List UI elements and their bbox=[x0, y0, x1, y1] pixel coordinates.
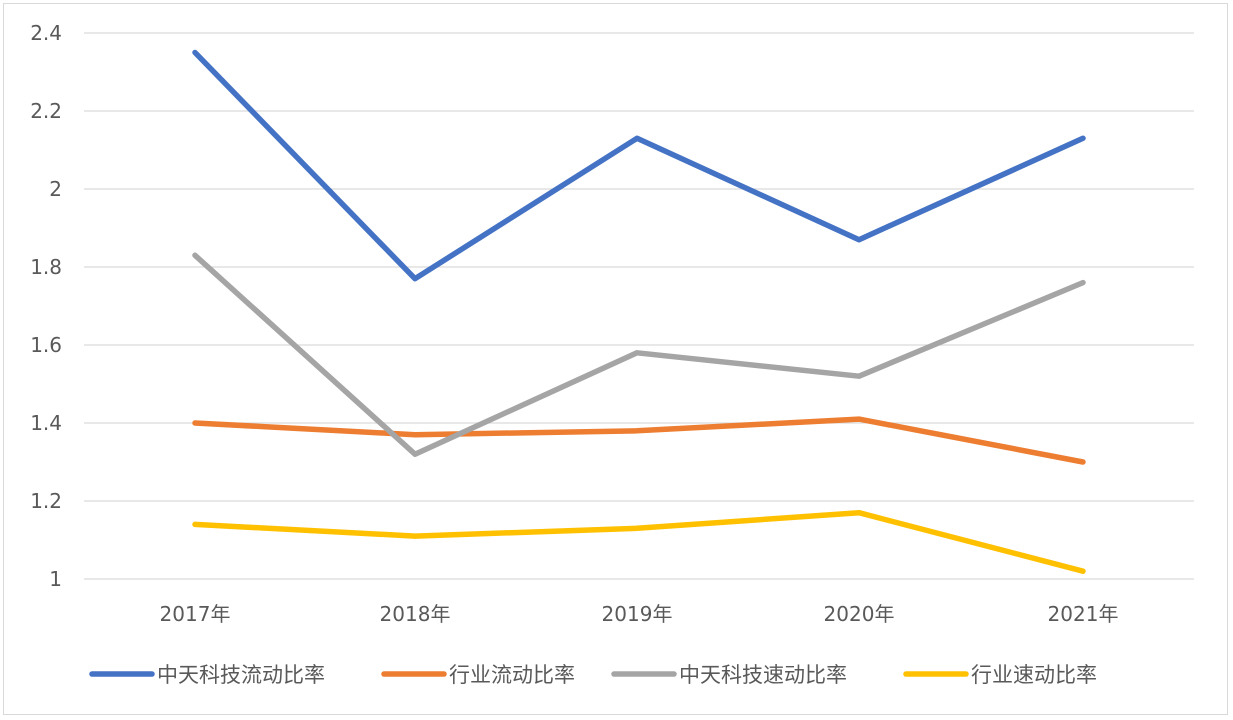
legend-label: 中天科技流动比率 bbox=[157, 663, 325, 687]
y-tick-label: 1.6 bbox=[30, 333, 62, 357]
y-tick-label: 2.2 bbox=[30, 99, 62, 123]
legend: 中天科技流动比率 行业流动比率 中天科技速动比率 行业速动比率 bbox=[89, 663, 1097, 687]
y-tick-label: 1.8 bbox=[30, 255, 62, 279]
x-axis-tick-labels: 2017年 2018年 2019年 2020年 2021年 bbox=[160, 602, 1119, 626]
legend-label: 中天科技速动比率 bbox=[679, 663, 847, 687]
y-tick-label: 2.4 bbox=[30, 21, 62, 45]
y-tick-label: 2 bbox=[49, 177, 62, 201]
chart-frame bbox=[3, 3, 1228, 715]
legend-item: 行业速动比率 bbox=[903, 663, 1097, 687]
series-line-1 bbox=[192, 416, 1086, 465]
legend-label: 行业速动比率 bbox=[971, 663, 1097, 687]
legend-item: 中天科技速动比率 bbox=[611, 663, 847, 687]
x-tick-label: 2017年 bbox=[160, 602, 231, 626]
x-tick-label: 2019年 bbox=[602, 602, 673, 626]
y-tick-label: 1 bbox=[49, 567, 62, 591]
series-line-0 bbox=[192, 49, 1086, 282]
x-tick-label: 2018年 bbox=[380, 602, 451, 626]
legend-item: 行业流动比率 bbox=[381, 663, 575, 687]
legend-item: 中天科技流动比率 bbox=[89, 663, 325, 687]
series-line-3 bbox=[192, 509, 1086, 574]
x-tick-label: 2021年 bbox=[1048, 602, 1119, 626]
series-line-2 bbox=[192, 252, 1086, 457]
x-tick-label: 2020年 bbox=[824, 602, 895, 626]
legend-label: 行业流动比率 bbox=[449, 663, 575, 687]
y-tick-label: 1.2 bbox=[30, 489, 62, 513]
y-axis-tick-labels: 1 1.2 1.4 1.6 1.8 2 2.2 2.4 bbox=[30, 21, 62, 591]
series-lines bbox=[192, 49, 1086, 574]
gridlines bbox=[84, 32, 1194, 580]
y-tick-label: 1.4 bbox=[30, 411, 62, 435]
